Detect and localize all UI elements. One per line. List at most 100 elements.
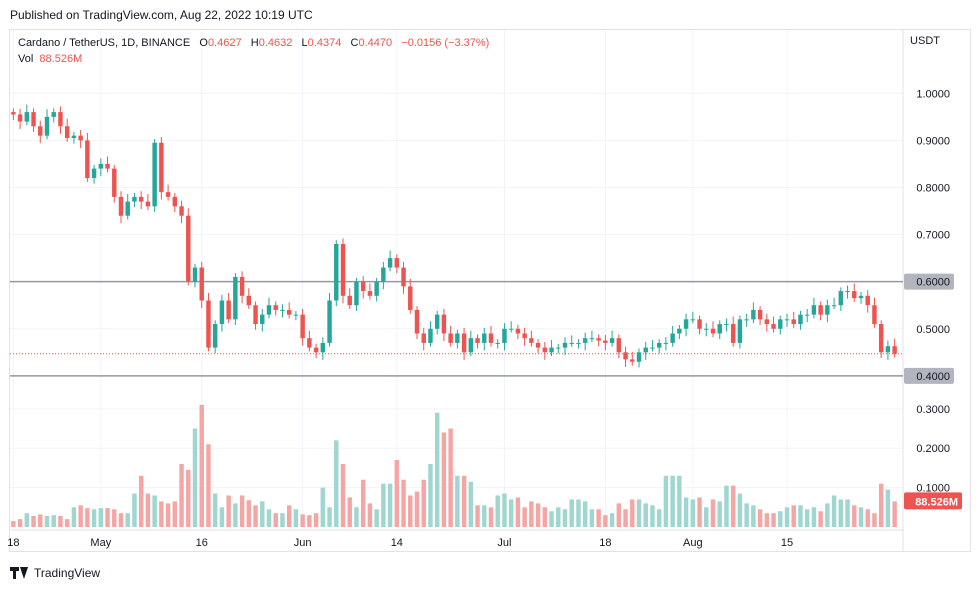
footer-brand-text: TradingView [34, 566, 101, 580]
candle-body [320, 342, 326, 353]
candle-body [488, 333, 494, 343]
time-tick-label: Jul [497, 537, 511, 549]
volume-bar [354, 507, 359, 527]
candle-body [455, 333, 460, 343]
candle-body [811, 305, 817, 315]
level-price-tag [904, 367, 954, 384]
volume-bar [320, 487, 326, 527]
volume-bar [603, 515, 608, 527]
candle-body [529, 338, 534, 343]
volume-bar [253, 505, 258, 527]
candle-body [327, 300, 332, 343]
volume-bar [872, 513, 877, 527]
candle-body [542, 347, 548, 353]
volume-bar [704, 507, 709, 527]
candle-body [44, 116, 50, 136]
candle-body [71, 135, 77, 139]
candle-body [105, 163, 110, 169]
candle-body [831, 305, 837, 307]
candle-body [710, 328, 716, 334]
candle-body [112, 168, 117, 197]
price-tick-label: 0.8000 [916, 182, 950, 194]
candle-body [51, 112, 56, 117]
candle-body [293, 314, 299, 316]
candle-body [212, 324, 218, 348]
volume-bar [313, 513, 319, 527]
volume-bar [307, 515, 312, 527]
volume-bar [186, 469, 191, 527]
volume-bar [394, 460, 400, 527]
volume-bar [569, 499, 574, 527]
volume-bar [381, 483, 386, 527]
support-resistance-lines [10, 280, 903, 377]
volume-bar [683, 497, 689, 527]
candle-body [192, 267, 198, 282]
candle-body [421, 333, 426, 343]
candle-body [737, 319, 743, 343]
candle-body [165, 192, 171, 197]
volume-bar [455, 475, 460, 527]
candle-body [468, 338, 474, 353]
volume-bar [482, 505, 487, 527]
candle-body [872, 305, 877, 325]
candle-body [394, 258, 400, 268]
candle-body [132, 196, 137, 202]
volume-bar [858, 507, 864, 527]
candle-body [603, 340, 608, 343]
volume-bar [199, 404, 204, 527]
volume-bar [273, 513, 278, 527]
candle-body [441, 314, 447, 334]
candle-body [576, 342, 581, 344]
level-price-label: 0.6000 [916, 277, 950, 289]
candle-body [125, 201, 130, 216]
volume-bar [226, 495, 231, 527]
volume-bar [885, 489, 891, 527]
volume-bar [502, 493, 507, 527]
candle-body [784, 319, 790, 321]
legend-high: 0.4632 [258, 37, 293, 49]
volume-bar [24, 513, 30, 527]
footer-brand[interactable]: TradingView [10, 566, 100, 580]
candle-body [482, 333, 487, 343]
volume-bar [542, 507, 548, 527]
candle-body [852, 291, 857, 299]
volume-bar [239, 495, 245, 527]
candle-body [690, 319, 696, 321]
candle-body [239, 276, 245, 296]
candle-body [878, 324, 884, 353]
currency-label: USDT [910, 35, 940, 47]
volume-bar [892, 501, 897, 527]
candle-body [253, 305, 258, 325]
legend-low: 0.4374 [307, 37, 342, 49]
candle-body [367, 291, 373, 296]
volume-bar [300, 514, 305, 527]
legend-open: 0.4627 [207, 37, 242, 49]
candle-body [266, 305, 272, 315]
volume-bar [865, 509, 870, 527]
volume-bar [374, 509, 379, 527]
volume-bar [165, 503, 171, 527]
candle-body [38, 126, 43, 136]
time-tick-label: 14 [391, 537, 403, 549]
time-tick-label: Jun [294, 537, 312, 549]
volume-bar [44, 515, 50, 527]
volume-bar [152, 495, 157, 527]
candle-body [206, 300, 211, 348]
last-volume-tag [904, 492, 962, 510]
volume-bar [677, 475, 682, 527]
candle-body [226, 300, 231, 320]
candle-body [630, 359, 635, 362]
legend-close: 0.4470 [358, 37, 393, 49]
candle-body [596, 338, 601, 341]
volume-bar [475, 505, 480, 527]
candle-body [340, 243, 346, 296]
volume-bar [260, 501, 265, 527]
candle-body [199, 267, 204, 301]
candle-body [313, 347, 319, 353]
candle-body [11, 112, 16, 115]
volume-bar [441, 432, 447, 527]
volume-bar [804, 509, 810, 527]
volume-bar [549, 511, 554, 527]
volume-bar [286, 505, 292, 527]
